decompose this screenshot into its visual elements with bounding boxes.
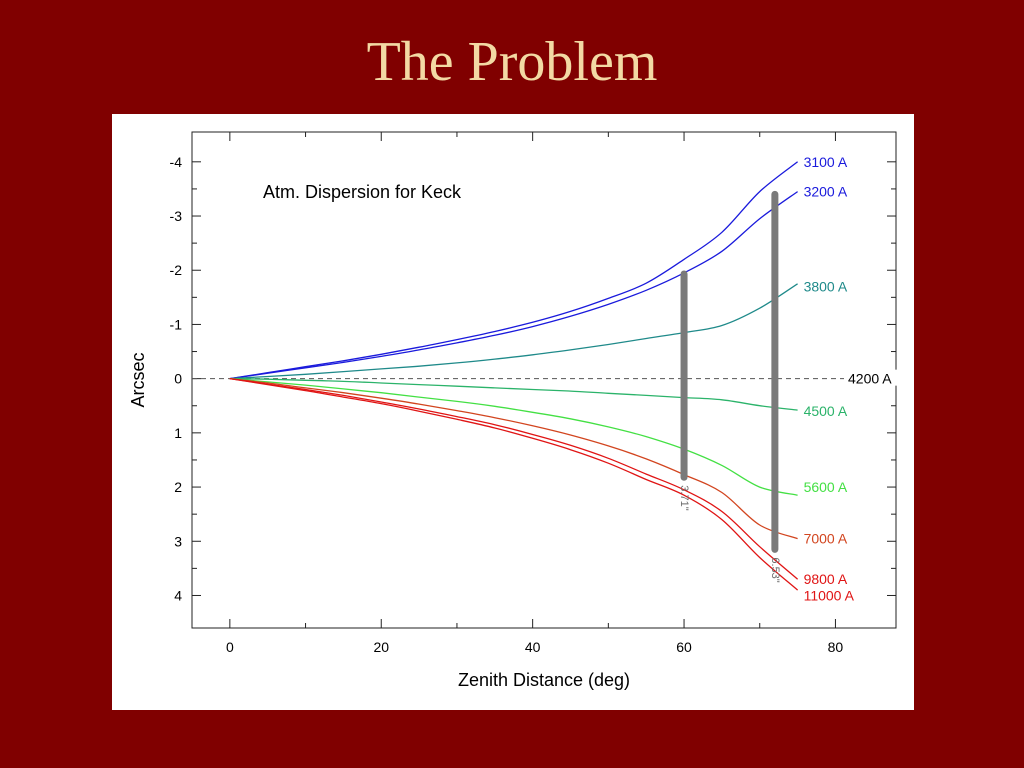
y-tick-label: -3 <box>170 208 183 224</box>
series-line <box>229 377 799 580</box>
y-tick-label: 1 <box>174 425 182 441</box>
series-label: 4200 A <box>848 371 892 387</box>
series-line <box>229 161 799 380</box>
series-label: 11000 A <box>804 587 855 603</box>
x-tick-label: 0 <box>226 639 234 655</box>
x-tick-label: 40 <box>525 639 541 655</box>
y-tick-label: 4 <box>174 587 182 603</box>
y-tick-label: 0 <box>174 371 182 387</box>
x-tick-label: 80 <box>828 639 844 655</box>
y-axis-ticks: -4 -3 -2 -1 0 1 2 3 4 <box>170 154 896 603</box>
series-line <box>229 377 798 540</box>
series-label: 3200 A <box>804 184 848 200</box>
y-tick-label: -4 <box>170 154 183 170</box>
y-tick-label: 2 <box>174 479 182 495</box>
y-tick-label: -2 <box>170 262 183 278</box>
series-label: 5600 A <box>804 479 848 495</box>
highlight-bars: 3.71" 6.53" <box>678 190 781 583</box>
x-tick-label: 60 <box>676 639 692 655</box>
chart-panel: -4 -3 -2 -1 0 1 2 3 4 0 20 40 60 80 3.71" 6.53" 3100 … <box>112 114 914 710</box>
series-label: 7000 A <box>804 531 848 547</box>
reference-label-background <box>844 369 902 386</box>
series-label: 4500 A <box>804 403 848 419</box>
series-lines <box>229 161 799 591</box>
x-tick-label: 20 <box>373 639 389 655</box>
y-tick-label: 3 <box>174 533 182 549</box>
series-line <box>229 191 798 380</box>
dispersion-chart: -4 -3 -2 -1 0 1 2 3 4 0 20 40 60 80 3.71" 6.53" 3100 … <box>128 131 902 690</box>
series-label: 3800 A <box>804 278 848 294</box>
slide-title: The Problem <box>366 31 658 93</box>
series-line <box>229 377 798 496</box>
highlight-bar-label: 6.53" <box>769 557 781 582</box>
series-line <box>229 377 798 411</box>
series-label: 3100 A <box>804 154 848 170</box>
series-line <box>229 377 799 591</box>
series-line <box>229 283 798 380</box>
y-tick-label: -1 <box>170 316 183 332</box>
x-axis-ticks: 0 20 40 60 80 <box>226 132 843 655</box>
highlight-bar-label: 3.71" <box>678 485 690 510</box>
series-label: 9800 A <box>804 571 848 587</box>
chart-title: Atm. Dispersion for Keck <box>263 182 462 202</box>
y-axis-title: Arcsec <box>128 352 148 407</box>
x-axis-title: Zenith Distance (deg) <box>458 670 630 690</box>
